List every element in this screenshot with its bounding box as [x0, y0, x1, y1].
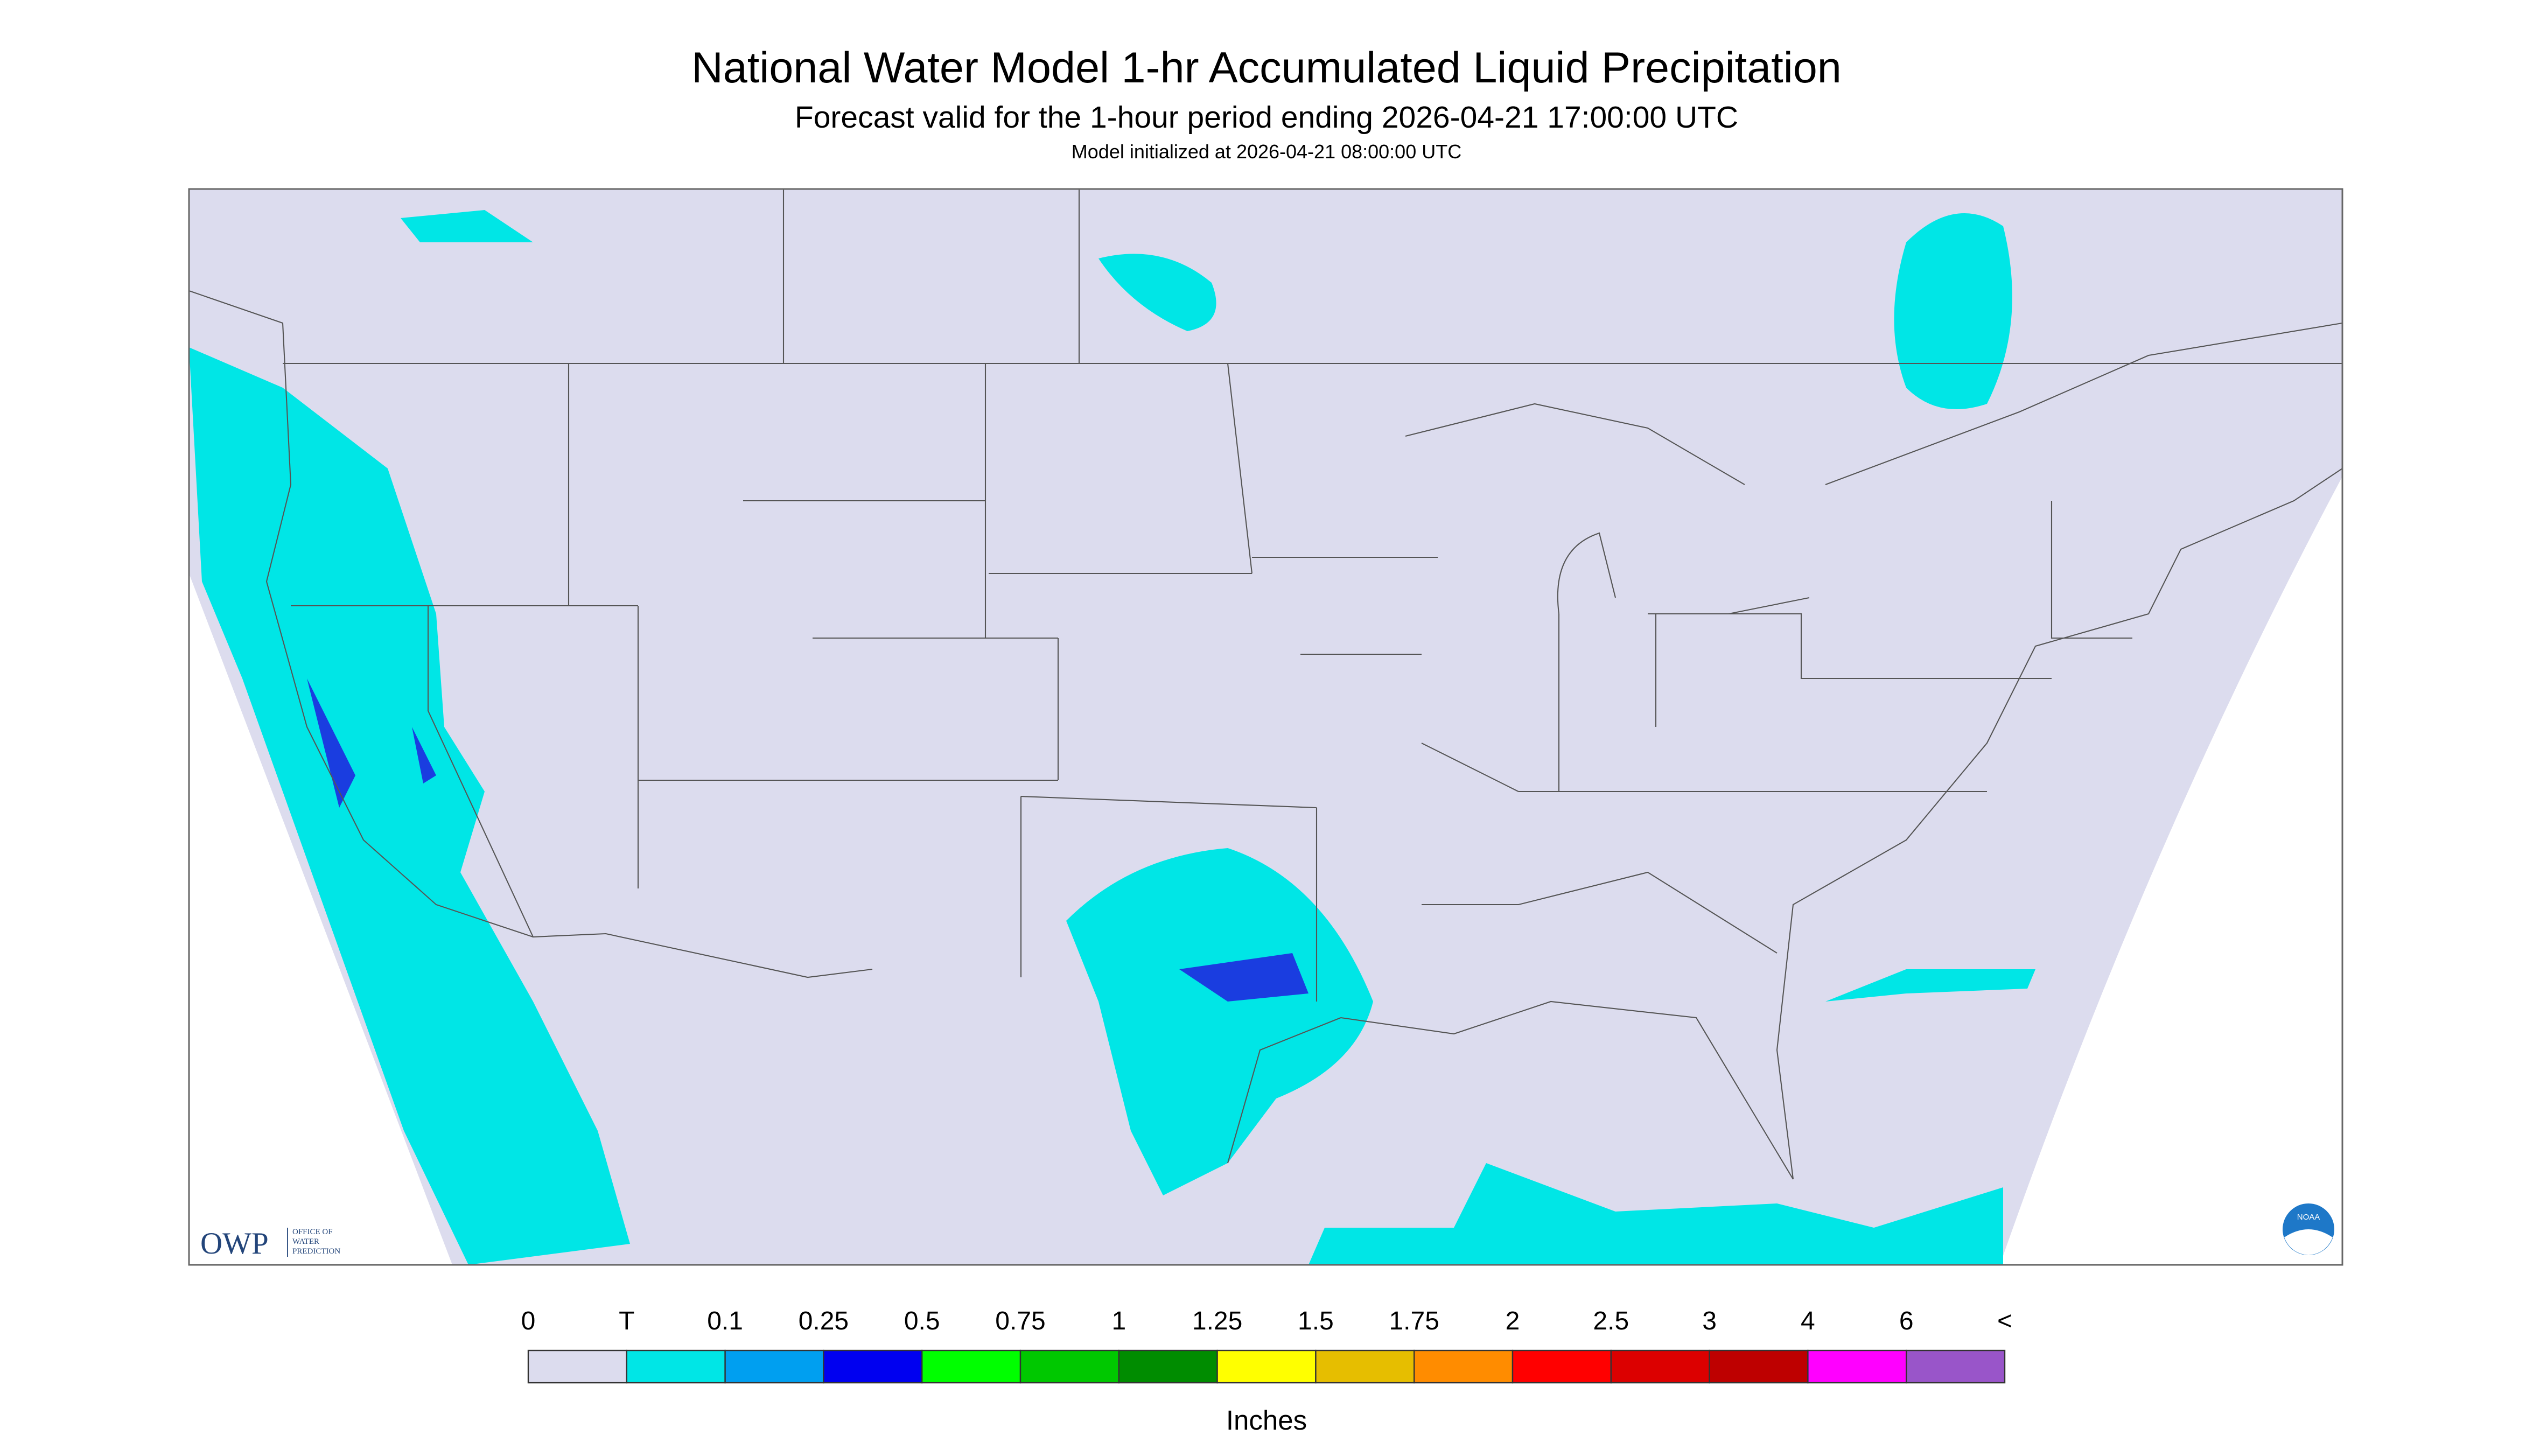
title: National Water Model 1-hr Accumulated Li…: [691, 44, 1842, 92]
coastline: [188, 290, 2343, 1180]
map: OWP OFFICE OF WATER PREDICTION NOAA: [188, 188, 2343, 1266]
legend-label: 2.5: [1593, 1307, 1629, 1335]
precip-area: [1825, 969, 2035, 1002]
state-border: [283, 189, 2342, 1002]
legend-label: 1: [1111, 1307, 1126, 1335]
legend-swatch: [1512, 1349, 1612, 1384]
legend-label: 1.75: [1389, 1307, 1439, 1335]
precip-heavy: [307, 678, 1309, 1002]
init-time: Model initialized at 2026-04-21 08:00:00…: [1072, 141, 1461, 163]
boundaries: [188, 189, 2343, 1180]
legend-swatch: [1905, 1349, 2006, 1384]
owp-logo-line: WATER: [292, 1237, 319, 1246]
noaa-wave: [2284, 1229, 2333, 1256]
precip-area: [1098, 254, 1216, 332]
noaa-text: NOAA: [2297, 1213, 2320, 1222]
legend-label: 3: [1702, 1307, 1717, 1335]
legend-label: 1.5: [1298, 1307, 1334, 1335]
owp-logo-line: PREDICTION: [292, 1247, 340, 1256]
legend: Inches 0 T 0.1 0.25 0.5 0.75 1 1.25 1.5 1.75 2 2.5 3…: [521, 1307, 2012, 1436]
precip-area: [1894, 213, 2012, 410]
legend-swatch: [724, 1349, 824, 1384]
owp-logo: OWP OFFICE OF WATER PREDICTION: [200, 1227, 340, 1261]
projection-edge: [2000, 477, 2342, 1265]
precip-area: [1066, 848, 1373, 1196]
legend-swatch: [1216, 1349, 1317, 1384]
subtitle: Forecast valid for the 1-hour period end…: [795, 100, 1738, 135]
legend-swatch: [527, 1349, 628, 1384]
legend-swatch: [1807, 1349, 1907, 1384]
legend-swatch: [823, 1349, 923, 1384]
legend-swatch: [1414, 1349, 1514, 1384]
legend-swatch: [1118, 1349, 1218, 1384]
legend-label: 6: [1899, 1307, 1914, 1335]
legend-label: 0.75: [995, 1307, 1045, 1335]
legend-swatch: [1315, 1349, 1415, 1384]
precip-area: [401, 210, 533, 243]
legend-label: 0.5: [904, 1307, 940, 1335]
owp-logo-text: OWP: [200, 1227, 269, 1261]
legend-swatch: [626, 1349, 726, 1384]
precip-area: [1309, 1163, 2003, 1265]
precip-area: [189, 347, 630, 1265]
precip-areas: [189, 210, 2035, 1265]
legend-label: 4: [1801, 1307, 1815, 1335]
map-frame: [188, 188, 2343, 1266]
legend-swatch: [921, 1349, 1021, 1384]
owp-logo-line: OFFICE OF: [292, 1228, 333, 1236]
legend-label: T: [619, 1307, 634, 1335]
legend-label: 0.1: [707, 1307, 743, 1335]
legend-swatch: [1610, 1349, 1710, 1384]
projection-edge: [189, 573, 452, 1265]
legend-label: 1.25: [1192, 1307, 1242, 1335]
legend-label: 2: [1506, 1307, 1520, 1335]
legend-swatch: [1019, 1349, 1120, 1384]
legend-label: 0.25: [799, 1307, 849, 1335]
legend-swatch: [1709, 1349, 1809, 1384]
legend-label: <: [1997, 1307, 2012, 1335]
noaa-logo: NOAA: [2283, 1203, 2334, 1256]
legend-label: 0: [521, 1307, 536, 1335]
legend-unit: Inches: [1226, 1405, 1307, 1436]
